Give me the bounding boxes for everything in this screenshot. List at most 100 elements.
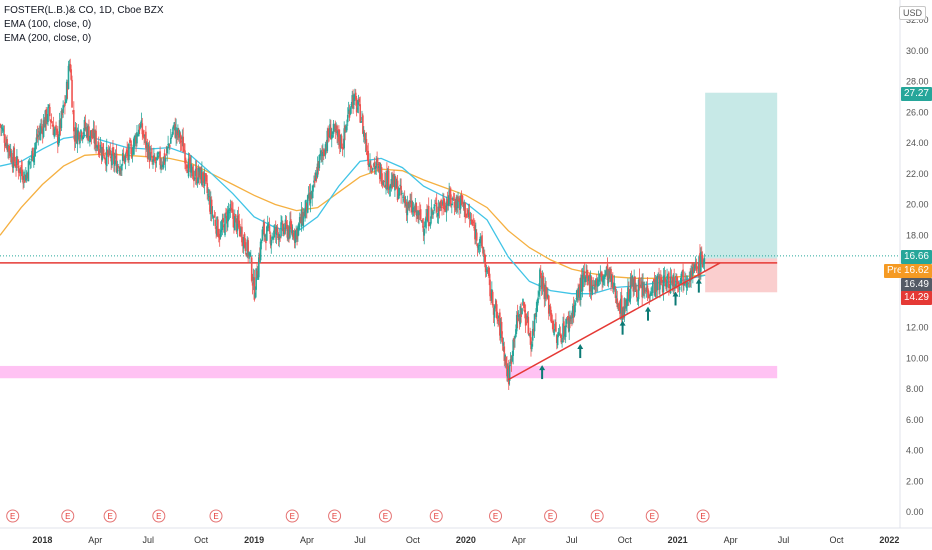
candle-body: [552, 320, 555, 332]
candle-body: [123, 156, 126, 164]
candle-body: [578, 286, 580, 298]
candle-body: [253, 277, 256, 300]
candle-body: [441, 206, 443, 209]
y-tick-label: 2.00: [906, 476, 924, 486]
candle-body: [676, 281, 679, 285]
candle-body: [453, 201, 456, 208]
candle-body: [282, 223, 284, 232]
candle-body: [145, 131, 147, 149]
candle-body: [410, 200, 413, 213]
candle-body: [682, 269, 684, 286]
candle-body: [169, 137, 172, 144]
candle-body: [466, 213, 468, 215]
candle-body: [228, 212, 231, 214]
candle-body: [646, 285, 649, 294]
candle-body: [509, 358, 512, 364]
candle-body: [561, 340, 563, 342]
candle-body: [660, 279, 663, 283]
candle-body: [10, 153, 13, 163]
candle-body: [531, 329, 534, 341]
candle-body: [475, 232, 478, 241]
candle-body: [600, 272, 603, 277]
candle-body: [210, 199, 213, 214]
earnings-marker-icon: [209, 509, 223, 523]
candle-body: [183, 149, 185, 152]
candle-body: [75, 128, 78, 144]
candle-body: [620, 298, 622, 313]
candle-body: [417, 214, 419, 219]
candle-body: [398, 187, 401, 196]
candle-body: [526, 315, 529, 320]
candle-body: [274, 228, 277, 235]
candle-body: [378, 162, 381, 180]
ema100-legend: EMA (100, close, 0): [4, 19, 92, 30]
candle-body: [100, 148, 103, 157]
candle-body: [68, 64, 71, 69]
candle-body: [507, 368, 509, 378]
candle-body: [40, 126, 42, 134]
candle-body: [507, 366, 510, 385]
candle-body: [407, 202, 410, 209]
candle-body: [622, 306, 625, 319]
candle-body: [96, 145, 98, 147]
candle-body: [105, 146, 108, 167]
candle-body: [255, 268, 257, 290]
candle-body: [137, 134, 139, 136]
candle-body: [270, 239, 273, 246]
x-tick-label: 2018: [32, 535, 52, 545]
candle-body: [128, 143, 130, 161]
candle-body: [483, 255, 485, 257]
candle-body: [20, 165, 23, 172]
candle-body: [670, 276, 673, 279]
candle-body: [546, 295, 548, 297]
candle-body: [203, 172, 206, 186]
candle-body: [443, 198, 445, 210]
candle-body: [288, 226, 290, 238]
candle-body: [187, 158, 190, 177]
candle-body: [117, 166, 120, 168]
candle-body: [459, 198, 461, 211]
currency-label[interactable]: USD: [898, 6, 926, 20]
candle-body: [28, 161, 31, 165]
candle-body: [668, 272, 670, 288]
candle-body: [222, 218, 225, 223]
candle-body: [437, 206, 440, 217]
candle-body: [690, 270, 692, 281]
candle-body: [111, 150, 113, 166]
candle-body: [618, 303, 620, 311]
x-tick-label: Apr: [512, 535, 526, 545]
candle-body: [372, 164, 375, 166]
candle-body: [300, 209, 303, 227]
candle-body: [405, 201, 408, 213]
candle-body: [45, 109, 48, 124]
candle-body: [700, 251, 702, 272]
candle-body: [451, 204, 453, 206]
candle-body: [246, 239, 249, 257]
candle-body: [333, 126, 336, 128]
candle-body: [485, 268, 488, 270]
candle-body: [459, 195, 462, 209]
earnings-marker-icon: [590, 509, 604, 523]
candle-body: [599, 274, 602, 277]
candle-body: [192, 165, 194, 180]
candle-body: [520, 309, 522, 317]
candle-body: [669, 276, 672, 294]
candle-body: [73, 135, 76, 142]
candle-body: [489, 279, 491, 297]
candle-body: [121, 153, 124, 161]
candle-body: [648, 295, 651, 299]
candle-body: [596, 280, 599, 287]
candle-body: [53, 129, 56, 137]
candle-body: [136, 132, 138, 144]
candle-body: [503, 346, 506, 361]
candle-body: [650, 292, 652, 296]
candle-body: [564, 325, 567, 338]
candle-body: [69, 63, 72, 71]
symbol-title: FOSTER(L.B.)& CO, 1D, Cboe BZX: [4, 5, 164, 16]
candle-body: [209, 199, 212, 215]
candle-body: [154, 161, 157, 164]
candle-body: [481, 235, 483, 248]
candle-body: [401, 192, 403, 194]
candle-body: [524, 313, 527, 326]
